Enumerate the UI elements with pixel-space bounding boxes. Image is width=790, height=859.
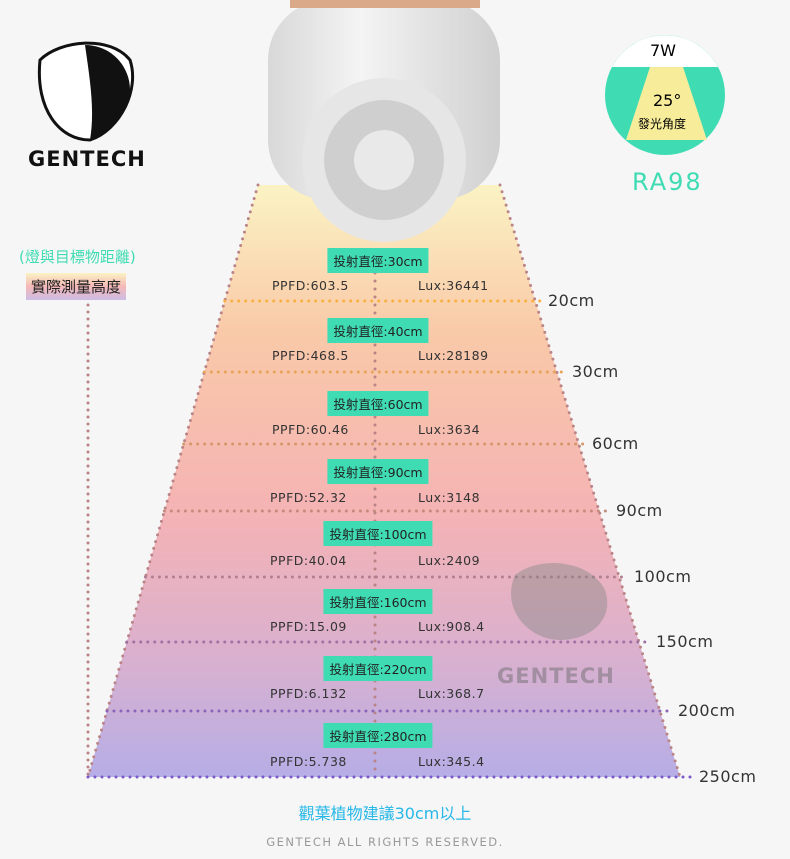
- lux-value: Lux:28189: [418, 348, 489, 363]
- beam-angle: 25°: [653, 91, 682, 110]
- distance-label: 100cm: [634, 567, 692, 586]
- cone-left-edge: [86, 183, 260, 779]
- spec-badge-icon: [605, 35, 725, 155]
- distance-label: 60cm: [592, 434, 639, 453]
- lux-value: Lux:2409: [418, 553, 481, 568]
- distance-note: (燈與目標物距離): [19, 248, 136, 266]
- brand-name: GENTECH: [28, 147, 146, 171]
- distance-label: 150cm: [656, 632, 714, 651]
- ppfd-value: PPFD:6.132: [270, 686, 347, 701]
- beam-diameter-badge: 投射直徑:30cm: [327, 248, 429, 273]
- ppfd-value: PPFD:603.5: [272, 278, 349, 293]
- power-label: 7W: [650, 41, 676, 60]
- ppfd-value: PPFD:52.32: [270, 490, 347, 505]
- cri-label: RA98: [632, 168, 703, 196]
- lux-value: Lux:368.7: [418, 686, 485, 701]
- beam-diameter-badge: 投射直徑:60cm: [327, 391, 429, 416]
- lux-value: Lux:36441: [418, 278, 489, 293]
- watermark-leaf-icon: [511, 563, 608, 640]
- lux-value: Lux:908.4: [418, 619, 485, 634]
- cone-right-edge: [498, 183, 682, 779]
- ppfd-value: PPFD:15.09: [270, 619, 347, 634]
- brand-logo: GENTECH: [28, 147, 146, 171]
- logo-leaf-icon: [37, 41, 135, 142]
- beam-diameter-badge: 投射直徑:220cm: [323, 656, 433, 681]
- ppfd-value: PPFD:60.46: [272, 422, 349, 437]
- beam-diameter-badge: 投射直徑:40cm: [327, 318, 429, 343]
- beam-diameter-badge: 投射直徑:160cm: [323, 589, 433, 614]
- beam-diameter-badge: 投射直徑:280cm: [323, 723, 433, 748]
- ppfd-value: PPFD:40.04: [270, 553, 347, 568]
- distance-label: 20cm: [548, 291, 595, 310]
- lux-value: Lux:3148: [418, 490, 481, 505]
- distance-label: 250cm: [699, 767, 757, 786]
- measured-height-label: 實際測量高度: [26, 273, 127, 300]
- copyright: GENTECH ALL RIGHTS RESERVED.: [266, 835, 504, 849]
- ppfd-value: PPFD:5.738: [270, 754, 347, 769]
- watermark-text: GENTECH: [497, 664, 615, 688]
- lux-value: Lux:3634: [418, 422, 481, 437]
- ppfd-value: PPFD:468.5: [272, 348, 349, 363]
- recommendation: 觀葉植物建議30cm以上: [298, 804, 472, 823]
- distance-label: 200cm: [678, 701, 736, 720]
- distance-label: 30cm: [572, 362, 619, 381]
- lux-value: Lux:345.4: [418, 754, 485, 769]
- beam-angle-label: 發光角度: [638, 117, 687, 131]
- watermark-logo: GENTECH: [497, 664, 615, 688]
- beam-diameter-badge: 投射直徑:90cm: [327, 459, 429, 484]
- distance-label: 90cm: [616, 501, 663, 520]
- beam-diameter-badge: 投射直徑:100cm: [323, 521, 433, 546]
